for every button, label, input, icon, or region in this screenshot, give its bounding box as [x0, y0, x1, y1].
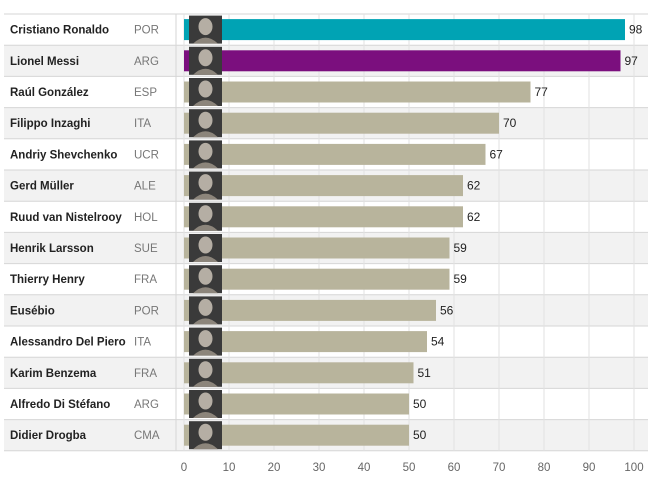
player-photo-icon — [189, 202, 222, 231]
player-name: Alessandro Del Piero — [10, 337, 126, 349]
player-photo-icon — [189, 421, 222, 450]
player-name: Lionel Messi — [10, 56, 79, 68]
player-photo-icon — [189, 46, 222, 75]
bar — [184, 424, 409, 446]
player-country: ESP — [134, 87, 157, 99]
player-country: ITA — [134, 118, 151, 130]
bar — [184, 81, 531, 103]
player-country: ARG — [134, 399, 159, 411]
x-tick-label: 60 — [448, 462, 461, 474]
bar-value-label: 77 — [535, 85, 549, 99]
table-row: Cristiano Ronaldo POR 98 — [10, 15, 643, 44]
player-name: Didier Drogba — [10, 430, 87, 442]
row-backgrounds — [4, 13, 648, 452]
table-row: Alfredo Di Stéfano ARG 50 — [10, 390, 427, 418]
bar — [184, 19, 625, 41]
player-name: Ruud van Nistelrooy — [10, 212, 122, 224]
x-tick-label: 0 — [181, 462, 187, 474]
bar — [184, 299, 436, 321]
player-photo-icon — [189, 265, 222, 294]
player-photo-icon — [189, 327, 222, 356]
table-row: Henrik Larsson SUE 59 — [10, 234, 467, 262]
table-row: Karim Benzema FRA 51 — [10, 358, 432, 387]
player-photo-icon — [189, 234, 222, 262]
bar-value-label: 70 — [503, 116, 517, 130]
bar-value-label: 56 — [440, 303, 454, 317]
table-row: Andriy Shevchenko UCR 67 — [10, 140, 504, 169]
player-photo-icon — [189, 140, 222, 169]
chart-rows: Cristiano Ronaldo POR 98 Lionel Messi ARG 97 R… — [10, 15, 643, 450]
bar — [184, 268, 450, 290]
table-row: Lionel Messi ARG 97 — [10, 46, 639, 75]
bar-value-label: 62 — [467, 179, 481, 193]
player-photo-icon — [189, 109, 222, 138]
bar-value-label: 62 — [467, 210, 481, 224]
table-row: Gerd Müller ALE 62 — [10, 171, 481, 200]
player-country: UCR — [134, 149, 159, 161]
x-tick-label: 100 — [624, 462, 643, 474]
x-tick-label: 20 — [268, 462, 281, 474]
bar — [184, 112, 499, 134]
player-country: CMA — [134, 430, 160, 442]
player-country: ITA — [134, 337, 151, 349]
x-tick-label: 10 — [223, 462, 236, 474]
bar — [184, 362, 414, 384]
player-country: POR — [134, 305, 159, 317]
bar-value-label: 67 — [490, 147, 504, 161]
player-country: FRA — [134, 274, 157, 286]
player-name: Alfredo Di Stéfano — [10, 399, 110, 411]
table-row: Alessandro Del Piero ITA 54 — [10, 327, 445, 356]
player-photo-icon — [189, 171, 222, 200]
bar-value-label: 59 — [454, 241, 468, 255]
bar — [184, 331, 427, 353]
player-photo-icon — [189, 390, 222, 418]
bar — [184, 393, 409, 415]
table-row: Didier Drogba CMA 50 — [10, 421, 427, 450]
player-country: FRA — [134, 368, 157, 380]
player-photo-icon — [189, 358, 222, 387]
player-name: Thierry Henry — [10, 274, 85, 286]
x-axis: 0 10 20 30 40 50 60 70 80 90 100 — [181, 462, 644, 474]
player-name: Filippo Inzaghi — [10, 118, 91, 130]
player-name: Henrik Larsson — [10, 243, 94, 255]
table-row: Eusébio POR 56 — [10, 296, 454, 325]
player-country: ALE — [134, 181, 156, 193]
player-country: ARG — [134, 56, 159, 68]
bar-value-label: 50 — [413, 428, 427, 442]
player-name: Raúl González — [10, 87, 89, 99]
bar-value-label: 98 — [629, 23, 643, 37]
player-photo-icon — [189, 78, 222, 106]
x-tick-label: 40 — [358, 462, 371, 474]
bar — [184, 175, 463, 197]
player-photo-icon — [189, 296, 222, 325]
table-row: Raúl González ESP 77 — [10, 78, 548, 106]
bar — [184, 237, 450, 259]
player-name: Gerd Müller — [10, 181, 74, 193]
bar-value-label: 59 — [454, 272, 468, 286]
bar-value-label: 51 — [418, 366, 432, 380]
bar — [184, 143, 486, 165]
table-row: Filippo Inzaghi ITA 70 — [10, 109, 517, 138]
player-photo-icon — [189, 15, 222, 44]
table-row: Thierry Henry FRA 59 — [10, 265, 468, 294]
x-tick-label: 30 — [313, 462, 326, 474]
bar-value-label: 50 — [413, 397, 427, 411]
bar — [184, 50, 621, 72]
player-name: Eusébio — [10, 305, 55, 317]
player-country: SUE — [134, 243, 158, 255]
player-name: Karim Benzema — [10, 368, 97, 380]
x-tick-label: 70 — [493, 462, 506, 474]
x-tick-label: 50 — [403, 462, 416, 474]
bar — [184, 206, 463, 228]
bar-value-label: 97 — [625, 54, 639, 68]
player-country: HOL — [134, 212, 158, 224]
player-name: Andriy Shevchenko — [10, 149, 117, 161]
x-tick-label: 90 — [583, 462, 596, 474]
bar-value-label: 54 — [431, 335, 445, 349]
player-country: POR — [134, 25, 159, 37]
player-name: Cristiano Ronaldo — [10, 25, 109, 37]
x-tick-label: 80 — [538, 462, 551, 474]
table-row: Ruud van Nistelrooy HOL 62 — [10, 202, 481, 231]
